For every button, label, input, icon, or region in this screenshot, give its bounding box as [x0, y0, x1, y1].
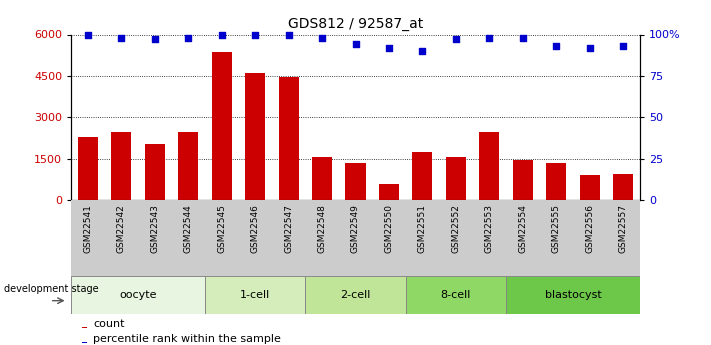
Text: GSM22557: GSM22557 — [619, 204, 628, 253]
Text: GSM22547: GSM22547 — [284, 204, 293, 253]
Text: GSM22555: GSM22555 — [552, 204, 561, 253]
Bar — [506, 276, 640, 314]
Bar — [245, 73, 265, 200]
Point — [517, 35, 528, 41]
Bar — [279, 77, 299, 200]
Point — [216, 32, 228, 37]
Point — [584, 45, 595, 50]
Text: development stage: development stage — [4, 284, 98, 294]
Point — [450, 37, 461, 42]
Point — [82, 32, 94, 37]
Point — [250, 32, 261, 37]
Text: GSM22551: GSM22551 — [418, 204, 427, 253]
Text: percentile rank within the sample: percentile rank within the sample — [93, 334, 281, 344]
Text: oocyte: oocyte — [119, 290, 156, 300]
Text: 1-cell: 1-cell — [240, 290, 270, 300]
Bar — [412, 152, 432, 200]
Text: 8-cell: 8-cell — [441, 290, 471, 300]
Point — [316, 35, 328, 41]
Bar — [77, 137, 98, 200]
Bar — [446, 157, 466, 200]
Bar — [379, 184, 399, 200]
Text: GSM22552: GSM22552 — [451, 204, 461, 253]
Bar — [546, 163, 566, 200]
Point — [283, 32, 294, 37]
Text: blastocyst: blastocyst — [545, 290, 602, 300]
Bar — [513, 160, 533, 200]
Bar — [111, 132, 132, 200]
Text: GSM22542: GSM22542 — [117, 204, 126, 253]
Text: GSM22556: GSM22556 — [585, 204, 594, 253]
Point — [350, 42, 361, 47]
Text: GSM22543: GSM22543 — [150, 204, 159, 253]
Text: GSM22548: GSM22548 — [318, 204, 326, 253]
Bar — [579, 175, 600, 200]
Bar — [178, 132, 198, 200]
Point — [617, 43, 629, 49]
Bar — [71, 276, 205, 314]
Bar — [212, 52, 232, 200]
Bar — [82, 326, 87, 328]
Bar — [305, 276, 406, 314]
Bar — [205, 276, 305, 314]
Bar — [479, 132, 499, 200]
Text: GSM22544: GSM22544 — [183, 204, 193, 253]
Bar — [613, 174, 634, 200]
Text: GSM22553: GSM22553 — [485, 204, 494, 253]
Text: count: count — [93, 319, 124, 329]
Title: GDS812 / 92587_at: GDS812 / 92587_at — [288, 17, 423, 31]
Point — [149, 37, 161, 42]
Text: 2-cell: 2-cell — [341, 290, 370, 300]
Text: GSM22550: GSM22550 — [385, 204, 393, 253]
Point — [116, 35, 127, 41]
Point — [417, 48, 428, 54]
Point — [550, 43, 562, 49]
Bar — [145, 144, 165, 200]
Text: GSM22546: GSM22546 — [250, 204, 260, 253]
Point — [383, 45, 395, 50]
Text: GSM22541: GSM22541 — [83, 204, 92, 253]
Text: GSM22554: GSM22554 — [518, 204, 528, 253]
Bar — [346, 163, 365, 200]
Text: GSM22545: GSM22545 — [217, 204, 226, 253]
Bar — [82, 342, 87, 344]
Point — [183, 35, 194, 41]
Bar — [312, 157, 332, 200]
Point — [483, 35, 495, 41]
Bar — [406, 276, 506, 314]
Text: GSM22549: GSM22549 — [351, 204, 360, 253]
